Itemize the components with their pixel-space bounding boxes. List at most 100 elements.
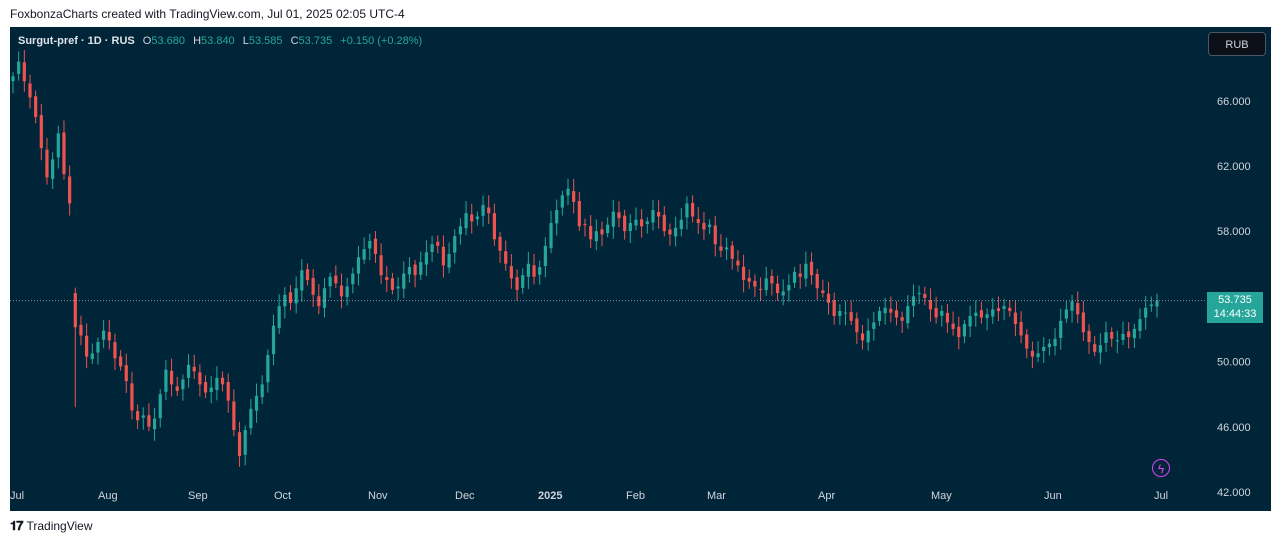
candle-body: [877, 311, 882, 321]
candle-body: [1132, 328, 1136, 339]
candle-body: [62, 132, 66, 175]
candle-body: [917, 293, 921, 295]
candle-body: [589, 226, 593, 240]
candle-body: [1047, 343, 1051, 348]
candle-body: [900, 317, 904, 321]
candle-body: [798, 273, 802, 277]
candle-body: [203, 382, 208, 393]
candle-body: [679, 219, 683, 229]
candle-body: [51, 159, 55, 179]
candle-body: [606, 224, 610, 234]
candle-body: [294, 288, 298, 304]
candle-body: [1155, 300, 1159, 307]
candle-body: [181, 379, 185, 390]
y-tick-label: 66.000: [1217, 96, 1251, 108]
candle-body: [447, 253, 451, 268]
candle-body: [821, 290, 825, 294]
candle-body: [1036, 353, 1040, 358]
candle-body: [707, 224, 712, 228]
candle-body: [923, 294, 927, 298]
low-value: 53.585: [248, 35, 283, 47]
candle-body: [413, 264, 417, 276]
candle-body: [979, 310, 984, 318]
open-value: 53.680: [151, 35, 186, 47]
close-value: 53.735: [298, 35, 333, 47]
candle-body: [152, 418, 157, 430]
candle-body: [1076, 303, 1080, 315]
last-price-tag: 53.735 14:44:33: [1207, 292, 1263, 323]
candle-body: [974, 312, 978, 316]
candle-body: [317, 296, 321, 307]
candle-body: [770, 275, 774, 284]
ohlc-legend: Surgut-pref · 1D · RUS O53.680 H53.840 L…: [18, 35, 422, 47]
candle-body: [436, 241, 440, 246]
x-tick-label: Jul: [1154, 490, 1168, 502]
candle-body: [1081, 312, 1085, 333]
candle-body: [543, 245, 547, 267]
candle-body: [747, 277, 751, 282]
candle-body: [79, 324, 83, 336]
candle-body: [651, 209, 655, 223]
symbol-label[interactable]: Surgut-pref · 1D · RUS: [18, 35, 135, 47]
y-tick-label: 50.000: [1217, 357, 1251, 369]
x-tick-label: May: [931, 490, 952, 502]
candle-body: [402, 273, 406, 289]
candle-body: [424, 252, 429, 265]
candle-body: [215, 377, 219, 391]
candle-body: [894, 310, 899, 318]
candle-body: [515, 277, 519, 290]
footer-logo[interactable]: 𝟏𝟕 TradingView: [10, 518, 93, 534]
x-tick-label: Jul: [10, 490, 24, 502]
candle-body: [441, 246, 446, 266]
currency-button[interactable]: RUB: [1208, 32, 1266, 56]
candle-body: [300, 270, 304, 291]
candle-body: [130, 383, 134, 411]
candle-body: [668, 229, 672, 235]
chart-panel[interactable]: 66.00062.00058.00054.00050.00046.00042.0…: [10, 27, 1271, 511]
x-tick-label: 2025: [538, 490, 562, 502]
candle-body: [611, 211, 615, 227]
candle-body: [504, 251, 508, 264]
candle-body: [775, 283, 780, 294]
candle-body: [736, 260, 740, 266]
candle-body: [555, 209, 559, 224]
candle-body: [1059, 320, 1063, 338]
candle-body: [266, 355, 270, 383]
candle-body: [521, 275, 525, 288]
candle-body: [135, 411, 140, 421]
candle-body: [1127, 331, 1131, 338]
change-value: +0.150 (+0.28%): [340, 35, 423, 47]
candle-body: [906, 306, 910, 324]
candle-body: [356, 257, 361, 274]
y-tick-label: 42.000: [1217, 487, 1251, 499]
candle-body: [107, 332, 111, 341]
candle-body: [928, 300, 933, 310]
candlestick-chart[interactable]: 66.00062.00058.00054.00050.00046.00042.0…: [10, 27, 1271, 511]
x-tick-label: Nov: [368, 490, 388, 502]
candle-body: [198, 372, 202, 385]
candle-body: [741, 266, 746, 281]
candle-body: [685, 203, 689, 218]
candle-body: [645, 221, 649, 224]
candle-body: [322, 288, 327, 308]
candle-body: [872, 322, 876, 329]
candle-body: [702, 222, 706, 230]
open-label: O: [142, 35, 152, 47]
y-tick-label: 58.000: [1217, 226, 1251, 238]
candle-body: [764, 278, 768, 291]
candle-body: [945, 312, 950, 323]
candle-body: [1104, 332, 1108, 343]
candle-body: [34, 96, 38, 118]
candle-body: [407, 267, 412, 275]
candle-body: [815, 273, 819, 289]
candle-body: [855, 318, 859, 333]
candle-body: [792, 271, 797, 283]
candle-body: [158, 394, 162, 419]
candle-body: [934, 307, 938, 318]
candle-body: [600, 229, 604, 235]
lightning-icon[interactable]: ϟ: [1152, 459, 1170, 477]
candle-body: [119, 356, 123, 367]
candle-body: [288, 292, 293, 303]
candle-body: [566, 188, 570, 196]
candle-body: [192, 366, 196, 372]
